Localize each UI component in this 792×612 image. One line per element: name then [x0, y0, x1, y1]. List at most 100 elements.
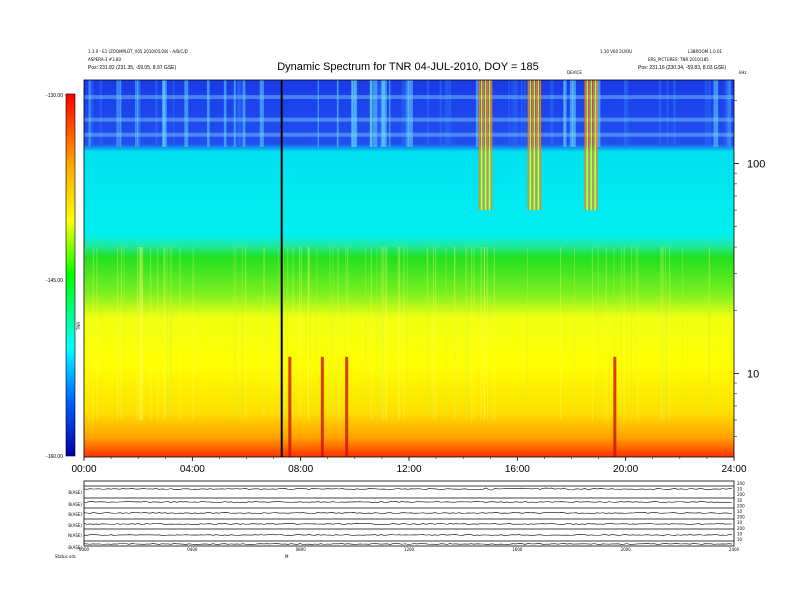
texture-streak	[329, 247, 331, 421]
texture-stripe	[672, 80, 677, 147]
texture-streak	[466, 247, 468, 421]
texture-streak	[84, 247, 86, 421]
texture-streak	[597, 247, 599, 421]
type3-burst-streak	[588, 80, 590, 211]
texture-stripe	[372, 80, 378, 147]
colorbar	[65, 93, 76, 457]
texture-streak	[164, 247, 166, 421]
texture-stripe	[206, 80, 210, 147]
texture-stripe	[520, 80, 523, 147]
texture-streak	[347, 247, 349, 421]
texture-streak	[300, 247, 302, 421]
texture-streak	[631, 247, 633, 421]
texture-streak	[635, 247, 637, 421]
texture-streak	[142, 247, 144, 421]
texture-streak	[308, 247, 310, 421]
panel-time-label: 2000	[621, 547, 632, 552]
texture-streak	[435, 247, 437, 421]
texture-stripe	[448, 80, 452, 147]
texture-streak	[370, 247, 372, 421]
texture-stripe	[89, 80, 94, 147]
x-tick-label: 04:00	[180, 464, 205, 475]
type3-burst-streak	[586, 80, 588, 211]
texture-stripe	[658, 80, 662, 147]
panel-label: N(ASE)	[68, 533, 82, 538]
texture-streak	[432, 247, 434, 421]
texture-streak	[660, 247, 662, 421]
texture-streak	[399, 247, 401, 421]
panel-time-label: 0000	[79, 547, 90, 552]
texture-stripe	[623, 80, 629, 147]
x-tick-label: 12:00	[396, 464, 421, 475]
texture-streak	[282, 247, 284, 421]
texture-streak	[471, 247, 473, 421]
texture-streak	[241, 247, 243, 421]
colorbar-label-mid: -145.00	[46, 278, 63, 284]
texture-streak	[179, 247, 181, 421]
device-marker-label: DEVICE	[567, 70, 582, 75]
texture-stripe	[184, 80, 189, 147]
texture-stripe	[117, 80, 121, 147]
texture-streak	[157, 247, 159, 421]
panel-time-label: 1600	[512, 547, 523, 552]
panel-right-tick: 200	[737, 481, 745, 486]
header-right-line1: 1.10 V60 2U/OU	[600, 49, 632, 54]
panel-trace	[83, 523, 733, 525]
spectrogram-texture	[84, 80, 734, 421]
texture-stripe	[237, 80, 242, 147]
panel-time-label: 1200	[404, 547, 415, 552]
texture-streak	[380, 247, 382, 421]
texture-streak	[96, 247, 98, 421]
texture-stripe	[571, 80, 577, 147]
panel-right-tick: 10	[737, 487, 743, 492]
panel-label: B(ASE)	[68, 502, 82, 507]
data-gap-line	[280, 80, 283, 457]
x-tick-label: 16:00	[505, 464, 530, 475]
panel-label: B(ASE)	[68, 490, 82, 495]
footer-left: Status orb	[55, 554, 76, 559]
texture-stripe	[439, 80, 442, 147]
texture-streak	[493, 247, 495, 421]
lower-panels-frame	[83, 480, 735, 547]
texture-stripe	[162, 80, 167, 147]
texture-streak	[120, 247, 122, 421]
type3-burst-streak	[482, 80, 485, 211]
header-right-line3: ERS_PICTURES: TNR 2010/185	[648, 57, 709, 62]
texture-stripe	[242, 80, 246, 147]
texture-streak	[574, 247, 576, 421]
texture-streak	[192, 247, 194, 421]
texture-stripe	[351, 80, 356, 147]
panel-label: B(ASE)	[68, 523, 82, 528]
texture-streak	[376, 247, 378, 421]
type3-burst-streak	[533, 80, 536, 211]
type3-burst-streak	[531, 80, 534, 211]
texture-streak	[486, 247, 488, 421]
panel-right-tick: 10	[737, 537, 743, 542]
texture-stripe	[475, 80, 479, 147]
texture-streak	[465, 247, 467, 421]
texture-streak	[292, 247, 294, 421]
texture-streak	[709, 247, 711, 421]
texture-streak	[605, 247, 607, 421]
spectrogram	[84, 80, 734, 457]
texture-stripe	[707, 80, 711, 147]
texture-stripe	[99, 80, 102, 147]
texture-streak	[637, 247, 639, 421]
texture-stripe	[727, 80, 732, 147]
texture-streak	[123, 247, 125, 421]
texture-stripe	[172, 80, 175, 147]
texture-band	[84, 132, 734, 137]
type3-burst-streak	[478, 80, 481, 211]
panel-right-tick: 200	[737, 492, 745, 497]
burst-mark	[288, 356, 292, 457]
texture-streak	[397, 247, 399, 421]
texture-streak	[169, 247, 171, 421]
panel-time-label: 0400	[187, 547, 198, 552]
texture-streak	[345, 247, 347, 421]
texture-band	[84, 95, 734, 100]
type3-burst-streak	[527, 80, 530, 211]
texture-streak	[383, 247, 385, 421]
texture-stripe	[354, 80, 358, 147]
texture-streak	[117, 247, 119, 421]
header-left-line1: 1.3.0 - E1 (ZOOMPLOT_V05 2010/05/28) - A…	[88, 49, 188, 54]
